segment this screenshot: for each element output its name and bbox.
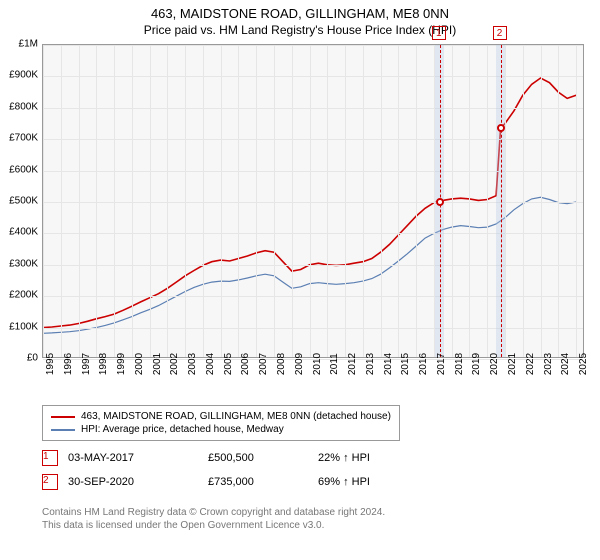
x-tick-label: 2001 <box>152 353 163 375</box>
attribution-text: Contains HM Land Registry data © Crown c… <box>42 506 385 532</box>
marker-line <box>501 45 502 357</box>
x-tick-label: 1998 <box>98 353 109 375</box>
x-tick-label: 2011 <box>329 353 340 375</box>
marker-label-2: 2 <box>493 26 507 40</box>
x-tick-label: 2003 <box>187 353 198 375</box>
x-tick-label: 2023 <box>543 353 554 375</box>
transaction-row: 1 03-MAY-2017£500,50022% ↑ HPI <box>42 450 370 466</box>
y-tick-label: £700K <box>0 133 38 144</box>
transaction-point-2 <box>497 124 505 132</box>
chart-subtitle: Price paid vs. HM Land Registry's House … <box>0 21 600 41</box>
x-tick-label: 2006 <box>240 353 251 375</box>
chart-container: 463, MAIDSTONE ROAD, GILLINGHAM, ME8 0NN… <box>0 0 600 560</box>
legend-item: HPI: Average price, detached house, Medw… <box>51 423 391 436</box>
footer-line-2: This data is licensed under the Open Gov… <box>42 519 385 532</box>
y-tick-label: £800K <box>0 101 38 112</box>
x-tick-label: 2008 <box>276 353 287 375</box>
x-tick-label: 2024 <box>560 353 571 375</box>
x-tick-label: 2020 <box>489 353 500 375</box>
x-tick-label: 2007 <box>258 353 269 375</box>
x-tick-label: 2000 <box>134 353 145 375</box>
transaction-badge: 1 <box>42 450 58 466</box>
legend-swatch <box>51 429 75 431</box>
legend: 463, MAIDSTONE ROAD, GILLINGHAM, ME8 0NN… <box>42 405 400 441</box>
legend-swatch <box>51 416 75 418</box>
marker-label-1: 1 <box>432 26 446 40</box>
x-tick-label: 1996 <box>63 353 74 375</box>
y-tick-label: £500K <box>0 196 38 207</box>
x-tick-label: 2022 <box>525 353 536 375</box>
x-tick-label: 2004 <box>205 353 216 375</box>
plot-area <box>42 44 584 358</box>
footer-line-1: Contains HM Land Registry data © Crown c… <box>42 506 385 519</box>
transaction-pct: 22% ↑ HPI <box>318 452 370 464</box>
x-tick-label: 2012 <box>347 353 358 375</box>
x-tick-label: 2002 <box>169 353 180 375</box>
x-tick-label: 1997 <box>81 353 92 375</box>
x-tick-label: 2013 <box>365 353 376 375</box>
x-tick-label: 2019 <box>471 353 482 375</box>
legend-item: 463, MAIDSTONE ROAD, GILLINGHAM, ME8 0NN… <box>51 410 391 423</box>
x-tick-label: 2014 <box>383 353 394 375</box>
legend-label: HPI: Average price, detached house, Medw… <box>81 424 284 435</box>
y-tick-label: £900K <box>0 70 38 81</box>
y-tick-label: £100K <box>0 321 38 332</box>
y-tick-label: £0 <box>0 353 38 364</box>
y-tick-label: £300K <box>0 258 38 269</box>
x-tick-label: 2017 <box>436 353 447 375</box>
transaction-pct: 69% ↑ HPI <box>318 476 370 488</box>
transaction-point-1 <box>436 198 444 206</box>
x-tick-label: 1999 <box>116 353 127 375</box>
y-tick-label: £400K <box>0 227 38 238</box>
transaction-date: 03-MAY-2017 <box>68 452 208 464</box>
x-tick-label: 2010 <box>312 353 323 375</box>
x-tick-label: 1995 <box>45 353 56 375</box>
x-tick-label: 2015 <box>400 353 411 375</box>
transaction-price: £500,500 <box>208 452 318 464</box>
transaction-date: 30-SEP-2020 <box>68 476 208 488</box>
chart-title: 463, MAIDSTONE ROAD, GILLINGHAM, ME8 0NN <box>0 0 600 21</box>
transaction-price: £735,000 <box>208 476 318 488</box>
x-tick-label: 2018 <box>454 353 465 375</box>
y-tick-label: £1M <box>0 39 38 50</box>
x-tick-label: 2021 <box>507 353 518 375</box>
y-tick-label: £600K <box>0 164 38 175</box>
transaction-row: 2 30-SEP-2020£735,00069% ↑ HPI <box>42 474 370 490</box>
x-tick-label: 2009 <box>294 353 305 375</box>
x-tick-label: 2016 <box>418 353 429 375</box>
legend-label: 463, MAIDSTONE ROAD, GILLINGHAM, ME8 0NN… <box>81 411 391 422</box>
y-tick-label: £200K <box>0 290 38 301</box>
x-tick-label: 2025 <box>578 353 589 375</box>
x-tick-label: 2005 <box>223 353 234 375</box>
transaction-badge: 2 <box>42 474 58 490</box>
